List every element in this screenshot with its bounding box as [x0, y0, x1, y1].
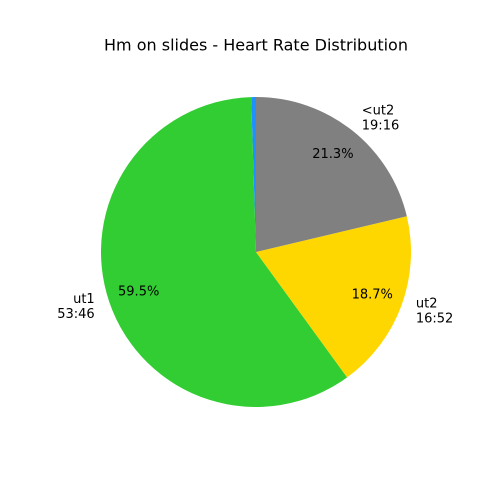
slice-label: ut2: [416, 296, 438, 311]
slice-label: <ut2: [362, 103, 395, 118]
slice-label: ut1: [73, 292, 95, 307]
pie-slice: [256, 97, 407, 252]
percent-label: 21.3%: [312, 147, 353, 162]
percent-label: 18.7%: [352, 288, 393, 303]
pie-slice: [251, 97, 256, 252]
chart-title: Hm on slides - Heart Rate Distribution: [104, 36, 408, 55]
percent-label: 59.5%: [118, 285, 159, 300]
slice-time: 19:16: [362, 118, 399, 133]
pie-slice: [256, 216, 411, 378]
slice-time: 16:52: [416, 311, 453, 326]
slice-time: 53:46: [57, 307, 94, 322]
pie-slice: [101, 97, 348, 408]
